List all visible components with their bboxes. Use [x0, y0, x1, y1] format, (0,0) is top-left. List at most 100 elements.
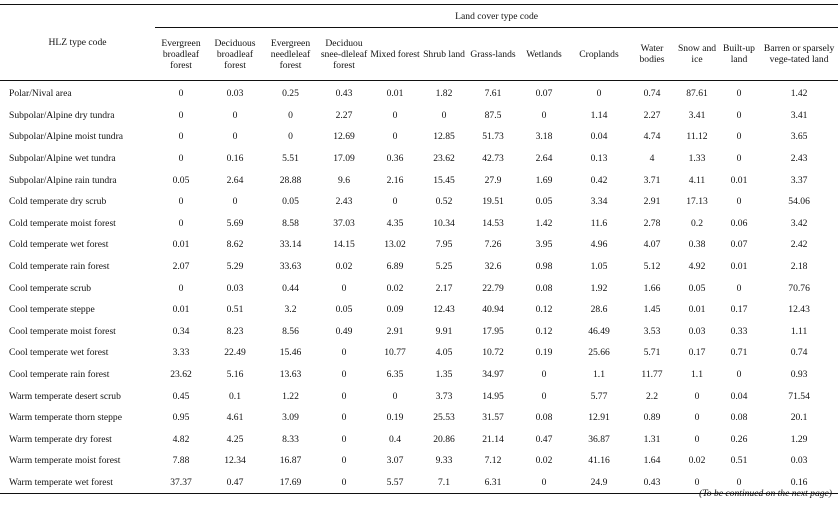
table-cell: 6.35: [386, 369, 404, 381]
table-cell: 3.42: [790, 217, 808, 229]
table-cell: 22.49: [224, 347, 246, 359]
table-cell: 22.79: [482, 282, 504, 294]
table-cell: 0: [392, 131, 398, 143]
table-cell: 2.91: [643, 196, 661, 208]
table-cell: 0.74: [643, 88, 661, 100]
table-cell: 0: [178, 217, 184, 229]
table-cell: 51.73: [482, 131, 504, 143]
table-cell: 33.63: [279, 261, 302, 273]
table-cell: 23.62: [170, 369, 192, 381]
table-cell: 0.51: [226, 304, 244, 316]
table-cell: 0.06: [730, 217, 748, 229]
table-cell: 6.31: [468, 471, 518, 495]
table-cell: 19.51: [482, 196, 504, 208]
table-cell: 2.2: [646, 390, 658, 402]
table-cell: 54.06: [788, 196, 810, 208]
table-cell: 0.01: [172, 304, 190, 316]
table-cell: 9.33: [435, 455, 453, 467]
table-cell: 2.78: [643, 217, 661, 229]
table-cell: 3.2: [284, 304, 297, 316]
table-cell: 0.01: [730, 174, 748, 186]
table-cell: 0: [178, 196, 184, 208]
table-cell: 3.18: [535, 131, 553, 143]
table-cell: 12.43: [433, 304, 455, 316]
table-cell: 8.58: [282, 217, 299, 229]
table-cell: 0.12: [535, 304, 553, 316]
column-header: Croplands: [570, 27, 628, 81]
column-header: Grass-lands: [468, 27, 518, 81]
table-cell: 1.69: [535, 174, 553, 186]
table-row: Cold temperate wet forest 0.01 8.62 33.14 14…: [0, 234, 838, 256]
table-cell: 5.12: [643, 261, 661, 273]
table-cell: 0: [341, 433, 347, 445]
table-cell: 0.07: [730, 239, 748, 251]
table-cell: 3.71: [643, 174, 661, 186]
table-row: Warm temperate dry forest 4.82 4.25 8.33 0 0.…: [0, 429, 838, 451]
table-cell: 14.95: [482, 390, 504, 402]
table-row: Cold temperate rain forest 2.07 5.29 33.63 0…: [0, 256, 838, 278]
table-cell: 3.33: [172, 347, 190, 359]
table-row: Cool temperate moist forest 0.34 8.23 8.56 0…: [0, 321, 838, 343]
table-cell: 0: [232, 196, 238, 208]
column-header: Built-up land: [718, 27, 760, 81]
table-cell: 0.1: [229, 390, 241, 402]
hlz-type-name: Warm temperate thorn steppe: [9, 412, 122, 424]
table-cell: 33.14: [279, 239, 302, 251]
table-cell: 4.25: [226, 433, 244, 445]
column-header: Water bodies: [628, 27, 676, 81]
hlz-type-name: Cool temperate wet forest: [9, 347, 109, 359]
table-cell: 0: [232, 109, 238, 121]
column-header: Deciduou snee-dleleaf forest: [318, 27, 370, 81]
table-cell: 0.17: [688, 347, 706, 359]
column-header: Evergreen broadleaf forest: [155, 27, 207, 81]
table-cell: 12.91: [588, 412, 610, 424]
table-cell: 2.27: [335, 109, 353, 121]
table-cell: 0.36: [386, 153, 404, 165]
table-cell: 7.12: [484, 455, 502, 467]
table-cell: 0.03: [226, 282, 244, 294]
table-cell: 0.03: [226, 88, 244, 100]
table-cell: 1.29: [790, 433, 808, 445]
hlz-type-name: Subpolar/Alpine rain tundra: [9, 174, 117, 186]
table-cell: 9.6: [338, 174, 350, 186]
table-cell: 0.05: [688, 282, 706, 294]
table-cell: 17.13: [686, 196, 708, 208]
table-row: Warm temperate wet forest 37.37 0.47 17.69 0…: [0, 471, 839, 495]
table-cell: 0.38: [688, 239, 706, 251]
table-cell: 32.6: [484, 261, 502, 273]
table-cell: 5.29: [226, 261, 244, 273]
table-cell: 0.26: [730, 433, 748, 445]
table-cell: 2.42: [790, 239, 808, 251]
column-header: Snow and ice: [676, 27, 718, 81]
table-cell: 4.96: [590, 239, 608, 251]
table-cell: 0: [736, 369, 742, 381]
table-cell: 0.19: [386, 412, 404, 424]
table-cell: 0.03: [688, 325, 706, 337]
table-cell: 7.1: [420, 471, 468, 495]
table-cell: 0.08: [535, 282, 553, 294]
table-cell: 41.16: [588, 455, 610, 467]
table-cell: 8.62: [226, 239, 244, 251]
table-cell: 1.66: [643, 282, 661, 294]
table-cell: 5.77: [590, 390, 608, 402]
table-cell: 0: [178, 153, 184, 165]
table-cell: 0.25: [282, 88, 299, 100]
table-cell: 1.64: [643, 455, 661, 467]
hlz-type-name: Cool temperate steppe: [9, 304, 95, 316]
table-cell: 5.69: [226, 217, 244, 229]
table-cell: 7.95: [435, 239, 453, 251]
table-cell: 0: [541, 109, 547, 121]
table-cell: 42.73: [482, 153, 504, 165]
table-cell: 8.23: [226, 325, 244, 337]
table-cell: 0.01: [386, 88, 404, 100]
table-cell: 0: [288, 109, 293, 121]
table-cell: 4.05: [435, 347, 453, 359]
column-header: Evergreen needleleaf forest: [263, 27, 318, 81]
table-cell: 5.25: [435, 261, 453, 273]
table-cell: 11.77: [641, 369, 663, 381]
table-cell: 27.9: [484, 174, 502, 186]
table-cell: 28.88: [279, 174, 302, 186]
table-cell: 23.62: [433, 153, 455, 165]
table-row: Warm temperate thorn steppe 0.95 4.61 3.09 0…: [0, 407, 838, 429]
hlz-type-name: Cool temperate moist forest: [9, 325, 116, 337]
